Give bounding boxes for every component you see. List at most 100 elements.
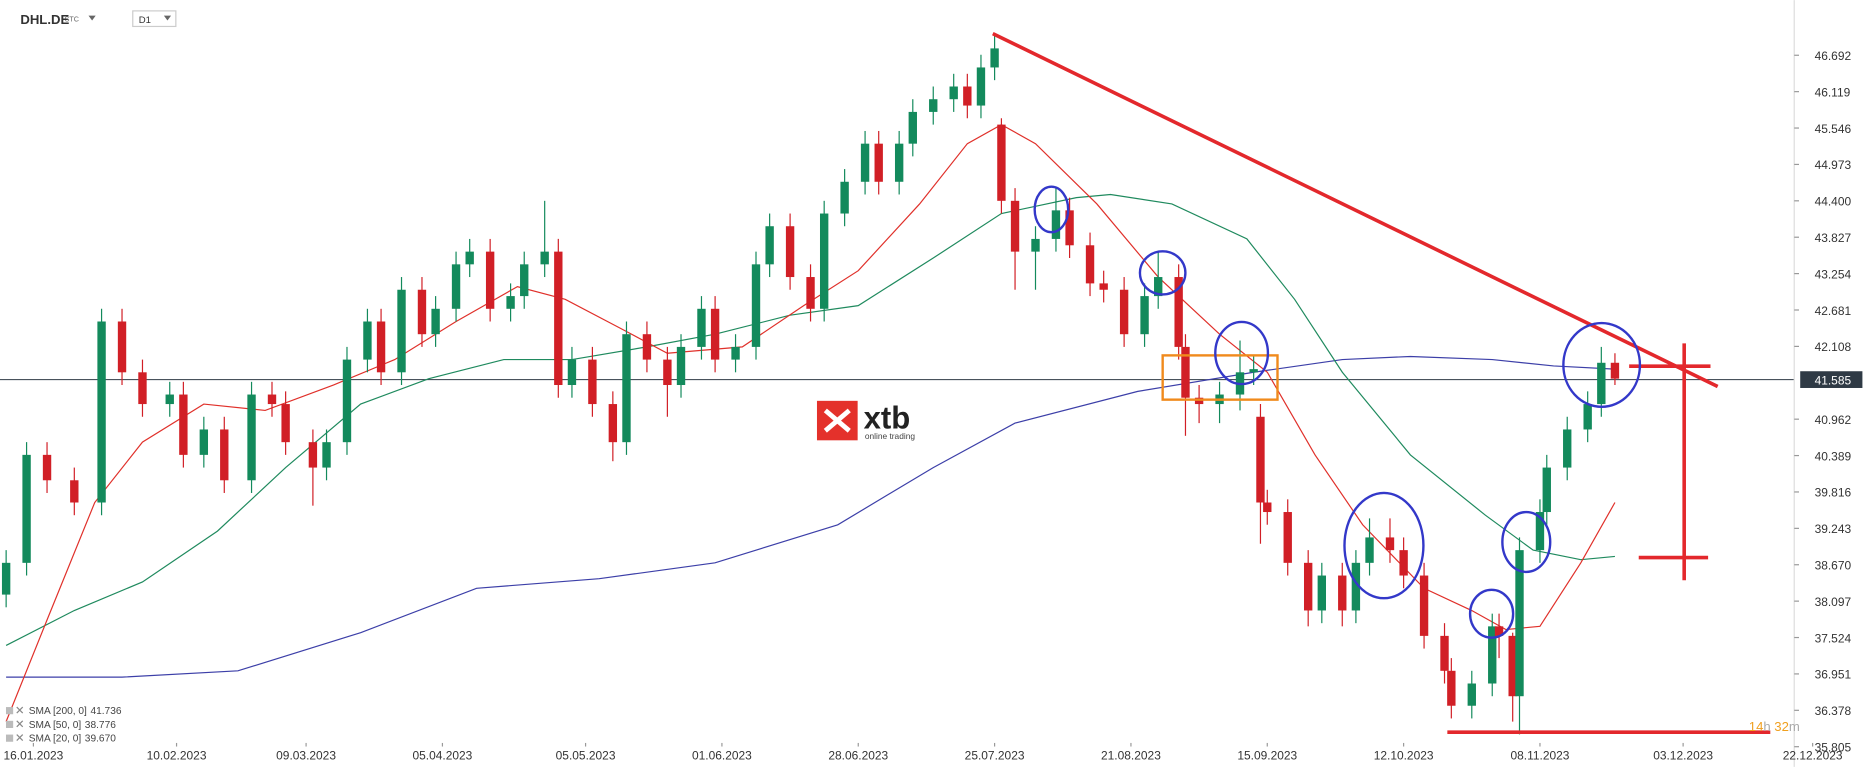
candle-body xyxy=(1119,289,1129,335)
sma-line xyxy=(5,193,1615,646)
y-tick-label: 38.097 xyxy=(1815,595,1852,609)
symbol[interactable]: DHL.DE xyxy=(20,12,69,27)
candle-body xyxy=(220,429,229,481)
candle-body xyxy=(1440,635,1449,671)
y-tick-label: 36.378 xyxy=(1815,704,1852,718)
candle-body xyxy=(138,372,147,405)
candle-body xyxy=(676,346,686,386)
candle-body xyxy=(1263,502,1272,513)
candle-body xyxy=(247,394,256,481)
candle-body xyxy=(894,143,904,182)
candle-body xyxy=(1010,200,1020,252)
x-tick-label: 09.03.2023 xyxy=(276,749,336,763)
sma-line xyxy=(6,355,1615,678)
countdown-minutes: 32 xyxy=(1774,719,1789,734)
candle-body xyxy=(1249,369,1258,373)
candle-body xyxy=(363,321,372,360)
y-tick-label: 36.951 xyxy=(1815,668,1852,682)
x-tick-label: 05.04.2023 xyxy=(413,749,473,763)
x-tick-label: 22.12.2023 xyxy=(1783,749,1843,763)
x-tick-label: 15.09.2023 xyxy=(1237,749,1297,763)
candle-body xyxy=(929,99,938,112)
candle-body xyxy=(1535,512,1545,551)
candle-body xyxy=(1256,416,1265,503)
x-tick-label: 01.06.2023 xyxy=(692,749,752,763)
candle-body xyxy=(908,111,917,144)
candle-body xyxy=(765,226,774,265)
legend-value: 38.776 xyxy=(85,720,116,731)
candle-body xyxy=(179,394,188,455)
candle-body xyxy=(165,394,174,405)
symbol-suffix: STC xyxy=(65,16,79,24)
candle-body xyxy=(117,321,127,373)
candle-body xyxy=(785,226,795,278)
candle-body xyxy=(642,334,652,360)
countdown-unit: h xyxy=(1763,719,1770,734)
candle-body xyxy=(697,308,706,347)
countdown: 14h 32m xyxy=(1749,719,1800,734)
y-tick-label: 44.400 xyxy=(1815,195,1852,209)
candle-body xyxy=(819,213,829,309)
x-tick-label: 12.10.2023 xyxy=(1374,749,1434,763)
candle-body xyxy=(997,124,1006,201)
timeframe-dropdown[interactable] xyxy=(163,15,172,21)
legend-close-icon xyxy=(16,734,24,741)
y-tick-label: 40.962 xyxy=(1815,413,1852,427)
timeframe-box[interactable] xyxy=(132,10,177,28)
sma-line xyxy=(5,123,1616,722)
candle-body xyxy=(465,251,474,265)
candle-body xyxy=(1154,277,1163,297)
candle-body xyxy=(1542,467,1551,513)
logo-tagline: online trading xyxy=(865,431,916,441)
timeframe[interactable]: D1 xyxy=(139,15,151,26)
highlight-circle xyxy=(1468,588,1515,639)
candle-body xyxy=(1051,210,1061,239)
candle-body xyxy=(1610,362,1620,379)
candle-body xyxy=(751,264,761,347)
highlight-circle xyxy=(1138,250,1187,296)
candle-body xyxy=(1085,245,1095,284)
candle-body xyxy=(342,359,352,443)
x-tick-label: 16.01.2023 xyxy=(3,749,63,763)
candle-body xyxy=(70,480,79,503)
candle-body xyxy=(1174,277,1183,347)
x-tick-label: 10.02.2023 xyxy=(147,749,207,763)
candle-body xyxy=(731,346,740,360)
candle-body xyxy=(199,429,209,455)
candle-body xyxy=(417,289,427,335)
symbol-dropdown[interactable] xyxy=(88,15,96,21)
candle-body xyxy=(1583,404,1592,430)
x-tick-label: 21.08.2023 xyxy=(1101,749,1161,763)
candle-body xyxy=(1515,550,1524,697)
legend-entry: SMA [20, 0] 39.670 xyxy=(29,734,117,745)
candle-body xyxy=(710,308,720,360)
logo-x xyxy=(823,408,851,433)
x-tick-label: 05.05.2023 xyxy=(556,749,616,763)
y-tick-label: 42.108 xyxy=(1815,340,1852,354)
candle-body xyxy=(990,48,999,68)
candle-body xyxy=(1488,626,1497,684)
candle-body xyxy=(1508,635,1517,697)
candle-body xyxy=(1031,238,1040,252)
consolidation-box xyxy=(1161,354,1279,401)
candle-body xyxy=(322,442,331,468)
highlight-circle xyxy=(1033,185,1070,234)
legend-entry: SMA [200, 0] 41.736 xyxy=(29,706,122,717)
candle-body xyxy=(874,143,883,182)
candle-body xyxy=(1419,575,1429,636)
candle-body xyxy=(1283,512,1292,563)
last-price-label: 41.585 xyxy=(1815,373,1852,387)
candle-body xyxy=(663,359,672,386)
candle-body xyxy=(1467,683,1476,706)
trend-line xyxy=(992,32,1719,389)
candle-body xyxy=(1351,562,1361,611)
candle-body xyxy=(397,289,406,373)
y-tick-label: 35.805 xyxy=(1815,740,1852,754)
candle-body xyxy=(963,86,972,106)
candle-body xyxy=(1494,626,1504,636)
plot xyxy=(0,35,1795,735)
y-tick-label: 38.670 xyxy=(1815,559,1852,573)
candle-body xyxy=(267,394,277,405)
